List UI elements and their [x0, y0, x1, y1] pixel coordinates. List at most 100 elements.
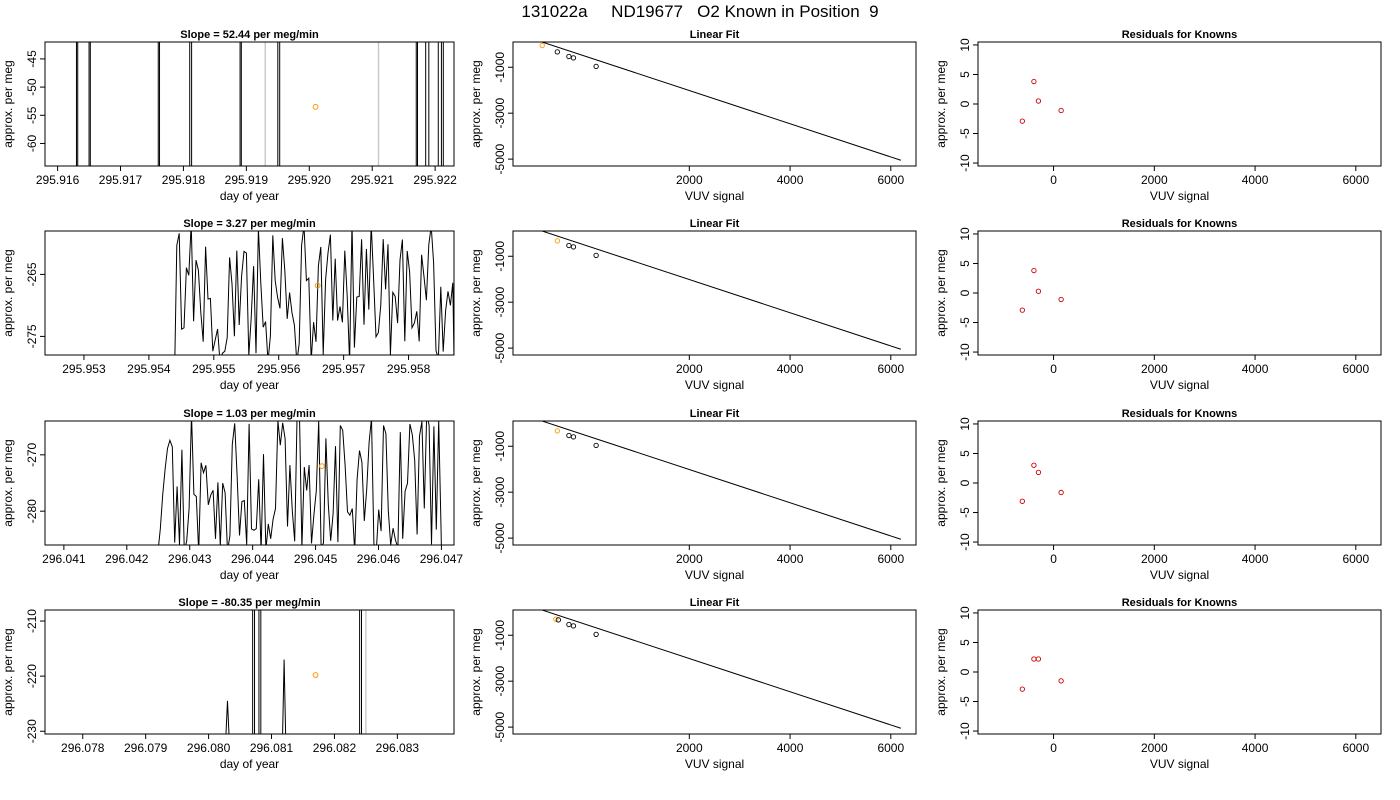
x-tick-label: 295.954	[127, 362, 171, 376]
y-tick-label: -230	[25, 719, 39, 743]
y-tick-label: 10	[958, 606, 972, 620]
plot-frame	[977, 609, 1382, 735]
data-point	[1031, 267, 1037, 274]
y-tick-label: -3000	[493, 666, 507, 697]
y-tick-label: -1000	[493, 52, 507, 83]
data-point	[1058, 489, 1064, 496]
y-tick-label: -5	[958, 696, 972, 707]
panel-title: Residuals for Knowns	[1122, 29, 1238, 41]
panel-title: Residuals for Knowns	[1122, 218, 1238, 230]
x-tick-label: 296.044	[231, 552, 275, 566]
y-tick-label: -5000	[493, 143, 507, 174]
data-point	[1019, 118, 1025, 124]
fit-line	[540, 42, 902, 161]
y-tick-label: -5000	[493, 522, 507, 553]
y-tick-label: 5	[958, 639, 972, 646]
x-tick-label: 2000	[676, 741, 703, 755]
x-axis-label: VUV signal	[685, 189, 744, 203]
y-tick-label: -10	[958, 722, 972, 740]
x-tick-label: 6000	[877, 741, 904, 755]
y-tick-label: -265	[25, 262, 39, 286]
x-tick-label: 6000	[1342, 552, 1369, 566]
x-tick-label: 295.956	[257, 362, 301, 376]
panel-title: Slope = -80.35 per meg/min	[178, 597, 320, 609]
data-point	[566, 53, 572, 60]
plot-frame	[512, 230, 917, 356]
panel-title: Linear Fit	[690, 597, 740, 609]
plot-area	[1019, 78, 1064, 124]
data-point	[593, 63, 599, 69]
panel-1-2	[973, 230, 1382, 360]
y-tick-label: -10	[958, 533, 972, 551]
x-tick-label: 295.920	[288, 173, 332, 187]
x-tick-label: 296.079	[124, 741, 168, 755]
x-tick-label: 296.081	[250, 741, 294, 755]
data-point	[1031, 656, 1037, 662]
highlight-point	[314, 282, 321, 289]
plot-frame	[512, 41, 917, 167]
data-point	[1035, 469, 1042, 476]
y-axis-label: approx. per meg	[469, 249, 483, 336]
x-tick-label: 4000	[777, 173, 804, 187]
fit-line	[540, 610, 902, 729]
plot-area	[1019, 462, 1064, 504]
data-point	[566, 432, 572, 439]
data-point	[1035, 656, 1042, 662]
highlight-point	[312, 672, 319, 678]
y-tick-label: 5	[958, 450, 972, 457]
x-tick-label: 295.955	[192, 362, 236, 376]
panel-title: Slope = 1.03 per meg/min	[183, 408, 316, 420]
y-axis-label: approx. per meg	[934, 60, 948, 147]
x-axis-label: VUV signal	[1150, 189, 1209, 203]
plot-area	[540, 610, 902, 729]
x-tick-label: 295.919	[225, 173, 269, 187]
x-tick-label: 2000	[676, 552, 703, 566]
data-point	[1058, 296, 1064, 303]
plot-frame	[977, 420, 1382, 546]
y-axis-label: approx. per meg	[469, 439, 483, 526]
x-tick-label: 4000	[1242, 362, 1269, 376]
x-tick-label: 2000	[1141, 173, 1168, 187]
y-tick-label: 0	[958, 289, 972, 296]
plot-area	[225, 610, 367, 734]
x-tick-label: 295.922	[413, 173, 457, 187]
x-tick-label: 295.918	[162, 173, 206, 187]
panel-title: Linear Fit	[690, 408, 740, 420]
x-axis-label: day of year	[220, 757, 279, 771]
y-tick-label: 5	[958, 71, 972, 78]
x-axis-label: day of year	[220, 378, 279, 392]
plot-frame	[977, 41, 1382, 167]
y-tick-label: 0	[958, 479, 972, 486]
plot-frame	[977, 230, 1382, 356]
plot-area	[539, 42, 902, 161]
x-tick-label: 0	[1050, 362, 1057, 376]
data-point	[1058, 107, 1064, 114]
plot-area	[540, 231, 902, 350]
data-point	[593, 631, 599, 637]
x-tick-label: 296.083	[376, 741, 420, 755]
y-tick-label: 0	[958, 668, 972, 675]
panel-2-0	[40, 420, 455, 550]
x-tick-label: 296.043	[168, 552, 212, 566]
x-tick-label: 6000	[877, 362, 904, 376]
data-point	[593, 252, 599, 258]
y-axis-label: approx. per meg	[1, 60, 15, 147]
y-tick-label: -275	[25, 324, 39, 348]
y-axis-label: approx. per meg	[469, 60, 483, 147]
signal-trace	[158, 421, 442, 545]
data-point	[566, 242, 572, 249]
x-tick-label: 296.045	[294, 552, 338, 566]
plot-frame	[44, 230, 455, 356]
panel-3-1	[508, 609, 917, 739]
plot-frame	[44, 420, 455, 546]
y-tick-label: -5000	[493, 332, 507, 363]
y-tick-label: -280	[25, 499, 39, 523]
y-axis-label: approx. per meg	[934, 249, 948, 336]
x-tick-label: 2000	[1141, 552, 1168, 566]
x-tick-label: 4000	[777, 362, 804, 376]
panel-1-1	[508, 230, 917, 360]
data-point	[554, 238, 560, 244]
data-point	[566, 621, 572, 628]
x-tick-label: 6000	[1342, 173, 1369, 187]
data-point	[1031, 78, 1037, 85]
